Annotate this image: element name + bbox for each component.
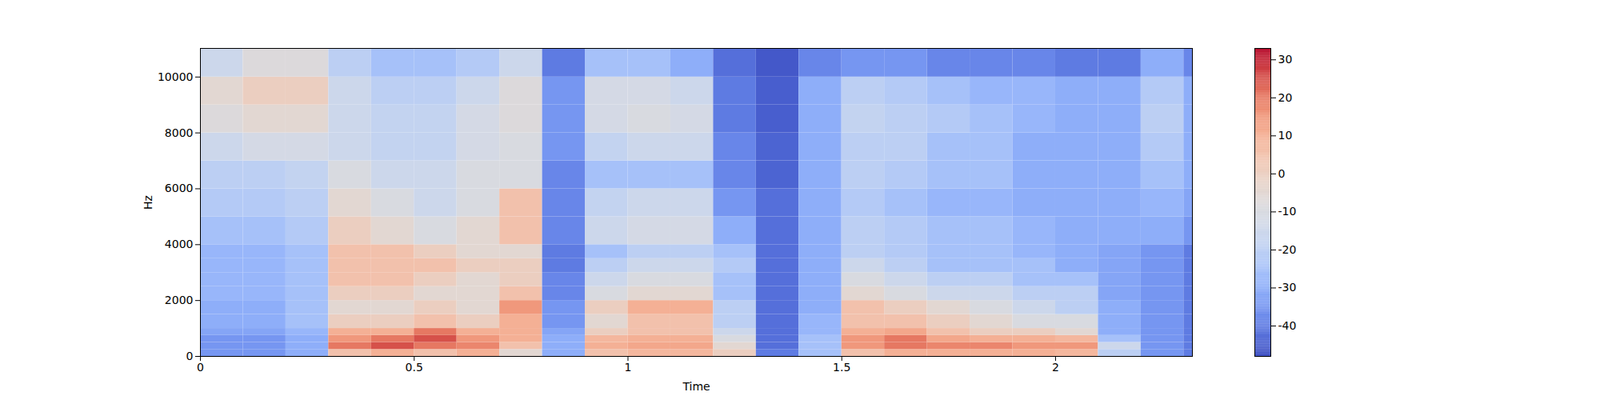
svg-text:6000: 6000	[164, 181, 194, 195]
svg-text:-20: -20	[1278, 243, 1297, 256]
svg-text:0: 0	[196, 360, 204, 374]
svg-text:8000: 8000	[164, 126, 194, 140]
svg-text:20: 20	[1278, 91, 1293, 104]
svg-text:1.5: 1.5	[832, 360, 851, 374]
svg-text:0: 0	[186, 349, 194, 363]
svg-text:30: 30	[1278, 52, 1293, 66]
svg-text:10: 10	[1278, 128, 1293, 142]
svg-text:4000: 4000	[164, 237, 194, 251]
svg-text:Hz: Hz	[141, 195, 155, 210]
svg-text:-10: -10	[1278, 204, 1297, 218]
svg-text:10000: 10000	[157, 70, 194, 84]
svg-text:0: 0	[1278, 167, 1286, 180]
svg-text:Time: Time	[681, 380, 710, 393]
svg-text:1: 1	[624, 360, 632, 374]
svg-text:-30: -30	[1278, 280, 1297, 294]
svg-text:2000: 2000	[164, 293, 194, 307]
svg-text:-40: -40	[1278, 319, 1297, 332]
svg-text:2: 2	[1052, 360, 1060, 374]
svg-text:0.5: 0.5	[405, 360, 424, 374]
